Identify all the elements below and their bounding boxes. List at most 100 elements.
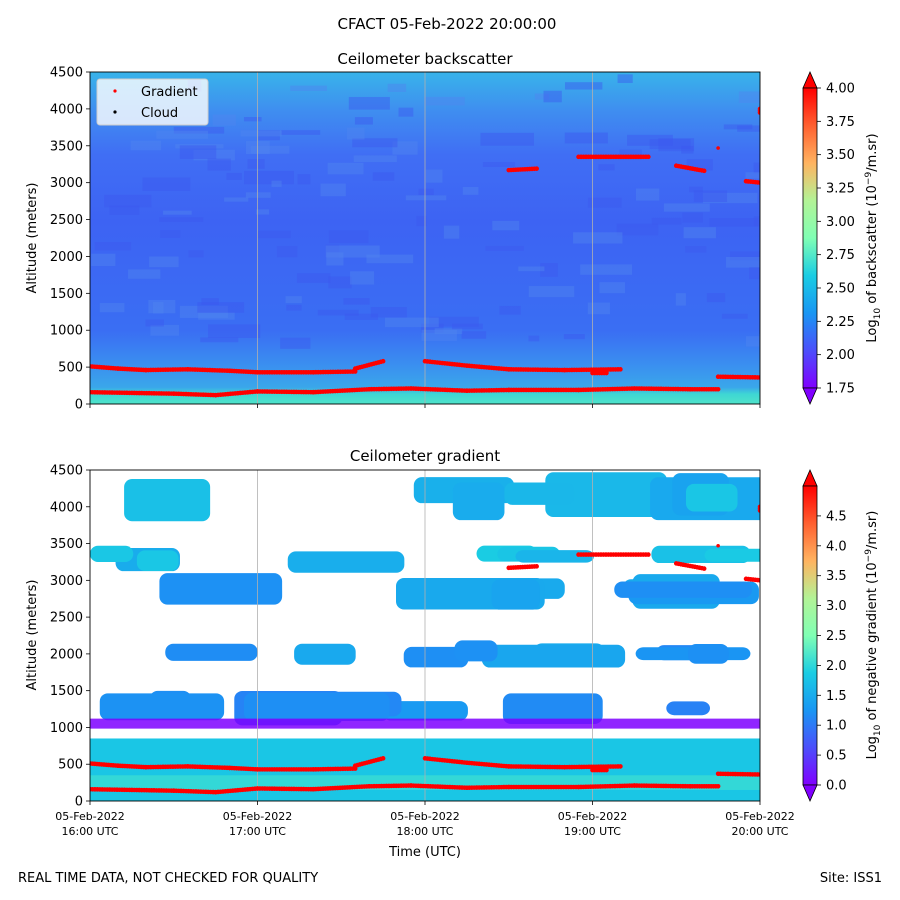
backscatter-patch	[587, 197, 622, 208]
backscatter-patch	[619, 149, 642, 160]
backscatter-patch	[257, 230, 291, 239]
backscatter-patch	[256, 209, 270, 215]
y-tick-label: 3500	[50, 139, 83, 154]
colorbar-bottom-extend-min	[802, 784, 818, 802]
colorbar-tick-label: 3.0	[826, 599, 847, 614]
backscatter-patch	[325, 245, 380, 258]
backscatter-patch	[580, 264, 633, 275]
colorbar-tick-label: 0.0	[826, 779, 847, 794]
gradient-band	[165, 643, 258, 661]
backscatter-patch	[244, 170, 294, 185]
backscatter-patch	[686, 159, 713, 171]
backscatter-patch	[721, 313, 748, 319]
gradient-point	[604, 370, 609, 376]
gradient-point	[380, 756, 386, 761]
colorbar-tick-label: 3.75	[826, 115, 855, 130]
x-tick-date: 05-Feb-2022	[558, 810, 627, 823]
backscatter-patch	[163, 210, 192, 215]
backscatter-patch	[343, 298, 370, 305]
gradient-point	[618, 764, 623, 769]
backscatter-title: Ceilometer backscatter	[337, 50, 513, 68]
backscatter-patch	[452, 323, 483, 330]
backscatter-patch	[152, 302, 164, 314]
backscatter-patch	[179, 305, 228, 318]
x-tick-date: 05-Feb-2022	[725, 810, 794, 823]
colorbar-tick-label: 3.25	[826, 182, 855, 197]
backscatter-patch	[243, 117, 262, 122]
gradient-gradient-series	[90, 504, 760, 795]
backscatter-patch	[193, 149, 235, 161]
gradient-point	[716, 146, 720, 150]
gradient-band	[504, 482, 575, 505]
colorbar-tick-label: 1.0	[826, 719, 847, 734]
gradient-y-label: Altitude (meters)	[25, 580, 40, 691]
backscatter-field	[90, 72, 760, 404]
gradient-point	[618, 367, 623, 372]
backscatter-panel: Ceilometer backscatter 0 500 1000 1500 2000 2…	[25, 50, 883, 413]
colorbar-tick-label: 2.75	[826, 248, 855, 263]
backscatter-patch	[320, 183, 346, 197]
colorbar-bottom-label: Log10 of negative gradient (10−9/m.sr)	[864, 511, 883, 760]
gradient-point	[757, 375, 760, 380]
backscatter-patch	[240, 130, 282, 137]
backscatter-patch	[723, 124, 753, 130]
backscatter-texture	[91, 74, 760, 349]
gradient-point	[757, 772, 760, 777]
backscatter-patch	[156, 130, 208, 139]
backscatter-patch	[528, 286, 575, 298]
backscatter-patch	[286, 304, 302, 311]
x-tick-time: 18:00 UTC	[396, 825, 453, 838]
gradient-band	[244, 692, 390, 721]
backscatter-patch	[142, 177, 191, 191]
backscatter-patch	[749, 267, 760, 280]
backscatter-patch	[280, 130, 321, 135]
backscatter-patch	[737, 125, 760, 132]
gradient-band	[159, 573, 283, 605]
backscatter-patch	[224, 197, 249, 202]
backscatter-patch	[145, 319, 164, 327]
backscatter-patch	[649, 139, 691, 150]
backscatter-patch	[759, 333, 760, 341]
backscatter-patch	[753, 162, 760, 174]
colorbar-tick-label: 3.00	[826, 215, 855, 230]
backscatter-patch	[197, 302, 245, 313]
gradient-point	[757, 504, 760, 510]
backscatter-patch	[745, 172, 760, 179]
y-tick-label: 4000	[50, 500, 83, 515]
y-tick-label: 2500	[50, 213, 83, 228]
backscatter-patch	[173, 126, 225, 134]
backscatter-patch	[540, 263, 558, 277]
colorbar-top-extend-min	[802, 387, 818, 405]
y-tick-label: 3500	[50, 537, 83, 552]
backscatter-y-ticks: 0 500 1000 1500 2000 2500 3000 3500 4000 4500	[50, 66, 90, 413]
backscatter-patch	[685, 246, 707, 253]
x-tick-time: 20:00 UTC	[731, 825, 788, 838]
y-tick-label: 3000	[50, 176, 83, 191]
colorbar-tick-label: 4.5	[826, 509, 847, 524]
backscatter-patch	[709, 218, 759, 227]
backscatter-patch	[198, 312, 235, 320]
gradient-band	[294, 643, 356, 665]
backscatter-patch	[128, 269, 161, 279]
gradient-panel: Ceilometer gradient 0 500 1000 1500 2000 2500…	[25, 447, 883, 860]
backscatter-patch	[651, 217, 682, 225]
legend: Gradient Cloud	[96, 78, 209, 126]
backscatter-patch	[745, 336, 760, 347]
colorbar-tick-label: 0.5	[826, 749, 847, 764]
colorbar-tick-label: 1.75	[826, 382, 855, 397]
colorbar-tick-label: 2.50	[826, 282, 855, 297]
backscatter-patch	[328, 230, 369, 244]
backscatter-patch	[461, 331, 487, 339]
y-tick-label: 1500	[50, 684, 83, 699]
backscatter-patch	[462, 186, 479, 195]
backscatter-patch	[104, 194, 152, 208]
x-tick-date: 05-Feb-2022	[390, 810, 459, 823]
backscatter-patch	[392, 141, 418, 155]
y-tick-label: 1500	[50, 287, 83, 302]
backscatter-gradient-series	[90, 106, 760, 398]
backscatter-patch	[485, 245, 524, 251]
colorbar-tick-label: 2.25	[826, 315, 855, 330]
colorbar-top-label: Log10 of backscatter (10−9/m.sr)	[864, 133, 883, 342]
backscatter-patch	[482, 162, 516, 167]
